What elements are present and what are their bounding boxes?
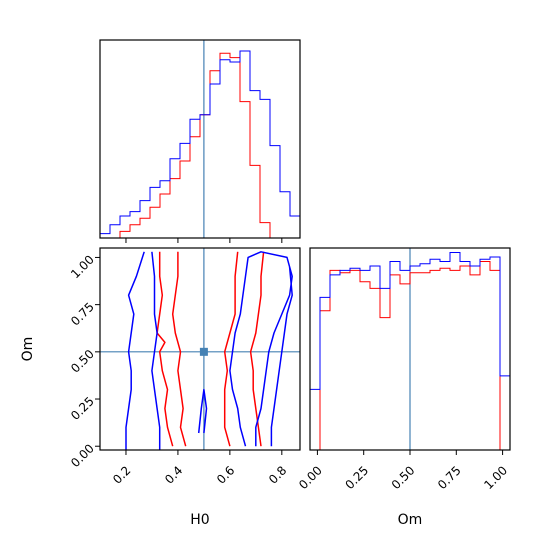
histogram-series-1	[100, 50, 300, 235]
x-axis-label-H0: H0	[190, 512, 209, 528]
text-layer: 0.00 0.25 0.50 0.75 1.00 Om 0.2 0.4 0.6 0.8 0.00 0.…	[20, 252, 510, 528]
x-tick-label: 0.2	[110, 463, 133, 486]
contour-line-series-0	[171, 251, 187, 447]
y-tick-label: 0.75	[68, 300, 97, 329]
axes-frame-hist-H0	[99, 39, 301, 239]
x-tick-label: 0.8	[266, 463, 289, 486]
contour-line-series-0	[249, 251, 265, 447]
x-tick-label: 1.00	[481, 463, 510, 492]
truth-marker	[199, 347, 208, 356]
data-layer	[100, 50, 510, 450]
axes-frame-contour-H0-Om	[99, 247, 301, 451]
truth-lines-layer	[100, 40, 411, 450]
x-tick-label: 0.50	[389, 463, 418, 492]
x-tick-label: 0.4	[162, 463, 185, 486]
x-axis-label-Om: Om	[398, 512, 423, 528]
y-tick-label: 0.50	[68, 347, 97, 376]
histogram-series-0	[310, 261, 510, 450]
contour-line-series-1	[125, 251, 145, 450]
x-tick-label: 0.25	[342, 463, 371, 492]
y-tick-label: 0.25	[68, 394, 97, 423]
y-tick-label: 1.00	[68, 252, 97, 281]
axes-layer	[95, 39, 511, 455]
contour-line-series-1	[270, 266, 293, 447]
panel-data-hist-Om	[310, 252, 510, 450]
contour-line-series-1	[229, 251, 293, 447]
y-axis-label-Om: Om	[20, 337, 36, 362]
x-tick-label: 0.6	[214, 463, 237, 486]
panel-data-contour-H0-Om	[125, 251, 293, 450]
contour-line-series-0	[156, 251, 174, 447]
panel-data-hist-H0	[100, 50, 300, 238]
contour-line-series-0	[223, 251, 239, 447]
histogram-series-0	[100, 52, 300, 238]
contour-line-series-1	[197, 388, 208, 434]
y-tick-label: 0.00	[68, 441, 97, 470]
x-tick-label: 0.75	[435, 463, 464, 492]
x-tick-label: 0.00	[296, 463, 325, 492]
contour-line-series-1	[151, 251, 161, 450]
histogram-series-1	[310, 252, 510, 390]
